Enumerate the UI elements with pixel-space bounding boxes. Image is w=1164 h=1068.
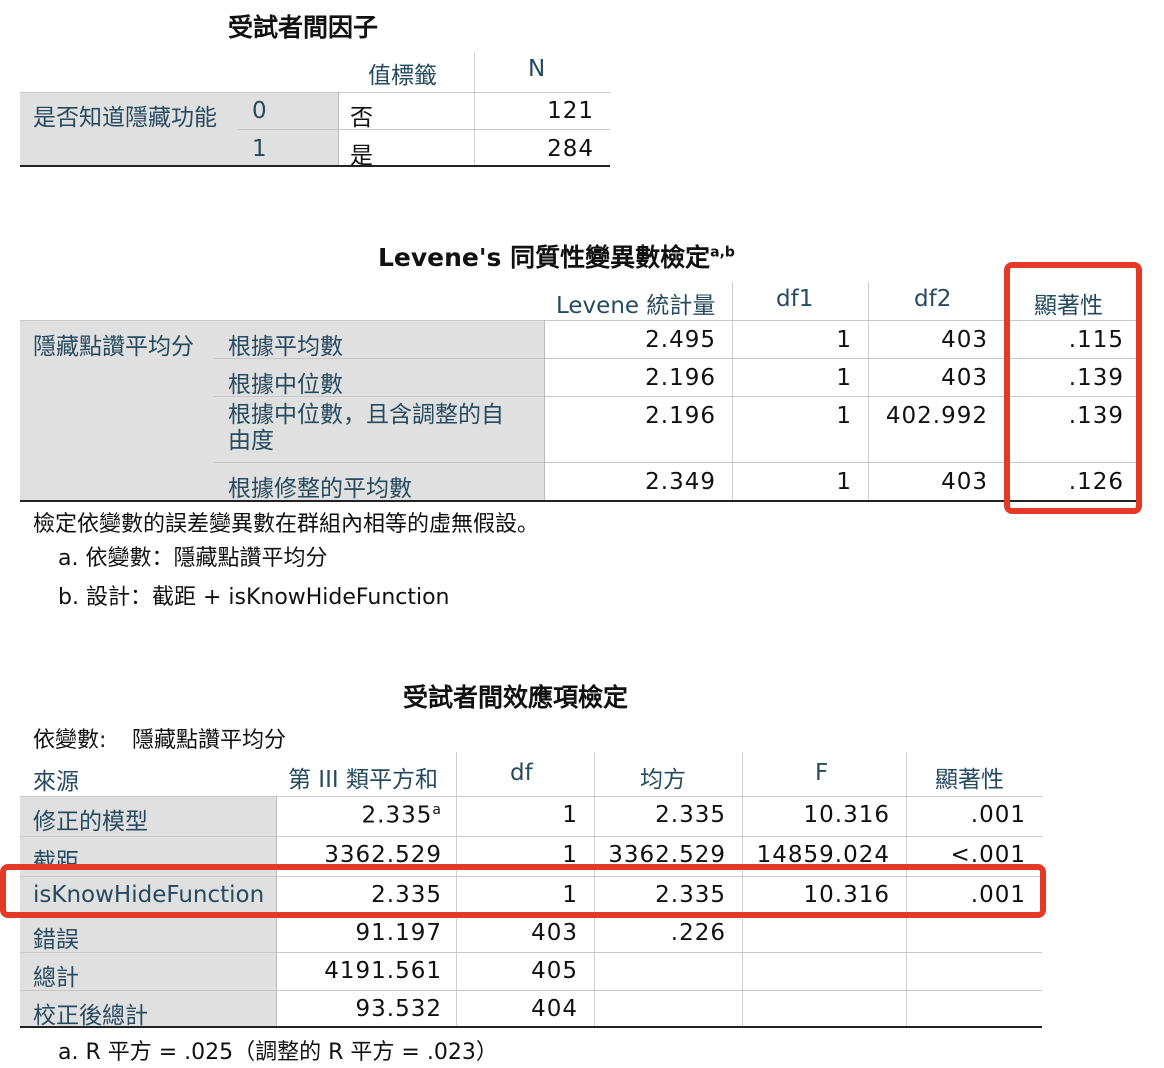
table1-title: 受試者間因子 — [228, 13, 379, 42]
code-1: 1 — [252, 136, 267, 162]
df-value: 1 — [562, 802, 578, 828]
ss-value: 2.335a — [361, 802, 442, 829]
df-value: 403 — [531, 920, 578, 946]
table2-row-var: 隱藏點讚平均分 — [33, 334, 194, 360]
n-1: 284 — [547, 136, 594, 162]
table3-title: 受試者間效應項檢定 — [403, 683, 629, 712]
table1-top-rule — [20, 92, 610, 93]
dep-var-label: 依變數: — [33, 728, 107, 753]
df-value: 1 — [562, 882, 578, 908]
levene-stat: 2.349 — [645, 469, 716, 495]
levene-df2: 403 — [941, 327, 988, 353]
table2-label-bg — [20, 320, 544, 500]
f-value: 14859.024 — [756, 842, 890, 865]
col-ss: 第 III 類平方和 — [288, 767, 438, 793]
source-label: 截距 — [33, 849, 79, 865]
levene-sig: .126 — [1068, 469, 1124, 495]
sig-value: .001 — [970, 882, 1026, 908]
col-value-label: 值標籤 — [368, 63, 437, 89]
table2-note-b: b. 設計：截距 + isKnowHideFunction — [58, 585, 450, 610]
col-levene-stat: Levene 統計量 — [556, 293, 716, 319]
sig-value: <.001 — [950, 842, 1026, 865]
ss-value: 3362.529 — [324, 842, 442, 865]
header-divider — [474, 52, 475, 92]
df-value: 404 — [531, 996, 578, 1022]
levene-row-label: 根據修整的平均數 — [228, 476, 412, 502]
sig-value: .001 — [970, 802, 1026, 828]
ss-value: 2.335 — [371, 882, 442, 908]
ms-value: .226 — [670, 920, 726, 946]
levene-df1: 1 — [836, 365, 852, 391]
levene-df1: 1 — [836, 327, 852, 353]
table1-bottom-rule — [20, 165, 610, 167]
table2-note-a: a. 依變數：隱藏點讚平均分 — [58, 546, 328, 571]
iskhf-row-highlight — [0, 864, 1046, 918]
value-label-1: 是 — [350, 143, 373, 169]
levene-row-label: 根據中位數 — [228, 372, 343, 398]
ss-value: 91.197 — [355, 920, 442, 946]
col-source: 來源 — [33, 769, 79, 795]
levene-stat: 2.196 — [645, 403, 716, 429]
col-sig: 顯著性 — [1034, 293, 1103, 319]
col-ms: 均方 — [640, 767, 686, 793]
intercept-row-clip: 截距 3362.529 1 3362.529 14859.024 <.001 — [0, 836, 1164, 865]
source-label: 校正後總計 — [33, 1003, 148, 1029]
table2-footnote: 檢定依變數的誤差變異數在群組內相等的虛無假設。 — [33, 512, 540, 537]
table3-label-bg — [20, 796, 276, 1026]
table3-bottom-rule — [20, 1026, 1042, 1028]
df-value: 1 — [562, 842, 578, 865]
n-0: 121 — [547, 98, 594, 124]
levene-row-label: 根據平均數 — [228, 334, 343, 360]
table3-note-a: a. R 平方 = .025（調整的 R 平方 = .023） — [58, 1040, 498, 1065]
levene-sig: .139 — [1068, 365, 1124, 391]
levene-df2: 402.992 — [885, 403, 988, 429]
levene-df2: 403 — [941, 469, 988, 495]
ms-value: 2.335 — [655, 802, 726, 828]
levene-row-label: 根據中位數，且含調整的自 由度 — [228, 402, 504, 454]
f-value: 10.316 — [803, 802, 890, 828]
levene-stat: 2.495 — [645, 327, 716, 353]
source-label: isKnowHideFunction — [33, 882, 265, 908]
table2-bottom-rule — [20, 500, 1140, 502]
levene-df2: 403 — [941, 365, 988, 391]
col-n: N — [528, 56, 546, 82]
col-f: F — [815, 760, 829, 786]
row-var-label: 是否知道隱藏功能 — [33, 105, 217, 131]
levene-df1: 1 — [836, 403, 852, 429]
dep-var-value: 隱藏點讚平均分 — [132, 728, 287, 753]
levene-sig: .115 — [1068, 327, 1124, 353]
source-label: 修正的模型 — [33, 809, 148, 835]
f-value: 10.316 — [803, 882, 890, 908]
table2-title: Levene's 同質性變異數檢定a,b — [378, 243, 735, 272]
source-label: 總計 — [33, 965, 79, 991]
col-sig3: 顯著性 — [935, 767, 1004, 793]
col-df2: df2 — [914, 286, 952, 312]
source-label: 錯誤 — [33, 927, 79, 953]
col-df: df — [510, 760, 533, 786]
ms-value: 2.335 — [655, 882, 726, 908]
df-value: 405 — [531, 958, 578, 984]
col-df1: df1 — [776, 286, 814, 312]
code-0: 0 — [252, 98, 267, 124]
levene-df1: 1 — [836, 469, 852, 495]
value-label-0: 否 — [350, 105, 373, 131]
ms-value: 3362.529 — [608, 842, 726, 865]
ss-value: 4191.561 — [324, 958, 442, 984]
levene-stat: 2.196 — [645, 365, 716, 391]
sig-column-highlight — [1004, 262, 1142, 514]
ss-value: 93.532 — [355, 996, 442, 1022]
levene-sig: .139 — [1068, 403, 1124, 429]
